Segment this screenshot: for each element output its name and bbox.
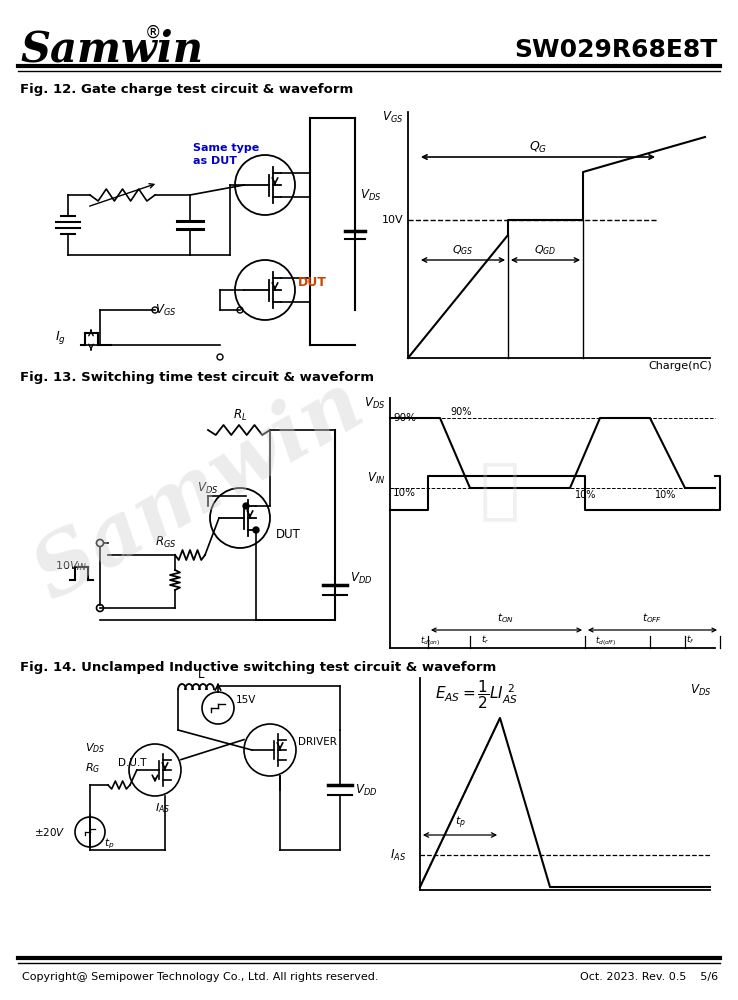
Text: $t_{ON}$: $t_{ON}$: [497, 611, 514, 625]
Text: $R_{GS}$: $R_{GS}$: [155, 534, 176, 550]
Text: 15V: 15V: [236, 695, 256, 705]
Text: 10%: 10%: [655, 490, 676, 500]
Text: $t_{d(off)}$: $t_{d(off)}$: [595, 634, 615, 648]
Text: Samwin: Samwin: [20, 29, 203, 71]
Text: $V_{IN}$: $V_{IN}$: [367, 470, 385, 486]
Circle shape: [253, 527, 259, 533]
Text: Fig. 14. Unclamped Inductive switching test circuit & waveform: Fig. 14. Unclamped Inductive switching t…: [20, 662, 496, 674]
Text: $V_{DD}$: $V_{DD}$: [355, 782, 377, 798]
Text: $Q_G$: $Q_G$: [529, 139, 547, 155]
Text: 10V: 10V: [382, 215, 403, 225]
Text: $t_{d(on)}$: $t_{d(on)}$: [420, 634, 440, 648]
Text: $V_{DD}$: $V_{DD}$: [350, 570, 373, 586]
Text: D.U.T: D.U.T: [118, 758, 147, 768]
Circle shape: [243, 503, 249, 509]
Text: 90%: 90%: [393, 413, 416, 423]
Text: ®: ®: [145, 24, 162, 42]
Text: $V_{DS}$: $V_{DS}$: [85, 741, 106, 755]
Text: $10V_{IN}$: $10V_{IN}$: [55, 559, 86, 573]
Text: Oct. 2023. Rev. 0.5    5/6: Oct. 2023. Rev. 0.5 5/6: [580, 972, 718, 982]
Text: $t_r$: $t_r$: [480, 634, 489, 647]
Text: Fig. 12. Gate charge test circuit & waveform: Fig. 12. Gate charge test circuit & wave…: [20, 84, 354, 97]
Text: $V_{GS}$: $V_{GS}$: [155, 302, 176, 318]
Text: Copyright@ Semipower Technology Co., Ltd. All rights reserved.: Copyright@ Semipower Technology Co., Ltd…: [22, 972, 379, 982]
Text: $V_{DS}$: $V_{DS}$: [364, 395, 385, 411]
Text: $R_G$: $R_G$: [85, 761, 100, 775]
Text: SW029R68E8T: SW029R68E8T: [514, 38, 718, 62]
Text: $V_{DS}$: $V_{DS}$: [690, 682, 711, 698]
Text: $V_{DS}$: $V_{DS}$: [197, 480, 218, 496]
Text: $t_p$: $t_p$: [104, 837, 114, 851]
Text: Fig. 13. Switching time test circuit & waveform: Fig. 13. Switching time test circuit & w…: [20, 371, 374, 384]
Text: Samwin: Samwin: [21, 364, 379, 616]
Text: $I_g$: $I_g$: [55, 328, 66, 346]
Text: DUT: DUT: [298, 275, 327, 288]
Text: $Q_{GS}$: $Q_{GS}$: [452, 243, 474, 257]
Text: DRIVER: DRIVER: [298, 737, 337, 747]
Text: $I_{AS}$: $I_{AS}$: [155, 801, 170, 815]
Text: 10%: 10%: [393, 488, 416, 498]
Text: 90%: 90%: [450, 407, 472, 417]
Text: 保: 保: [480, 457, 520, 523]
Text: $t_f$: $t_f$: [686, 634, 694, 647]
Text: $E_{AS}=\dfrac{1}{2}LI_{AS}^{\ 2}$: $E_{AS}=\dfrac{1}{2}LI_{AS}^{\ 2}$: [435, 679, 518, 711]
Text: $t_{OFF}$: $t_{OFF}$: [642, 611, 662, 625]
Text: Charge(nC): Charge(nC): [648, 361, 712, 371]
Text: $\pm 20V$: $\pm 20V$: [34, 826, 66, 838]
Text: Same type: Same type: [193, 143, 259, 153]
Text: $R_L$: $R_L$: [233, 407, 247, 423]
Text: 10%: 10%: [575, 490, 596, 500]
Text: as DUT: as DUT: [193, 156, 237, 166]
Text: $I_{AS}$: $I_{AS}$: [390, 847, 406, 863]
Text: $t_p$: $t_p$: [455, 814, 466, 831]
Text: $V_{GS}$: $V_{GS}$: [382, 109, 403, 125]
Text: L: L: [198, 668, 204, 682]
Text: $Q_{GD}$: $Q_{GD}$: [534, 243, 556, 257]
Text: $V_{DS}$: $V_{DS}$: [360, 187, 382, 203]
Text: DUT: DUT: [276, 528, 301, 542]
